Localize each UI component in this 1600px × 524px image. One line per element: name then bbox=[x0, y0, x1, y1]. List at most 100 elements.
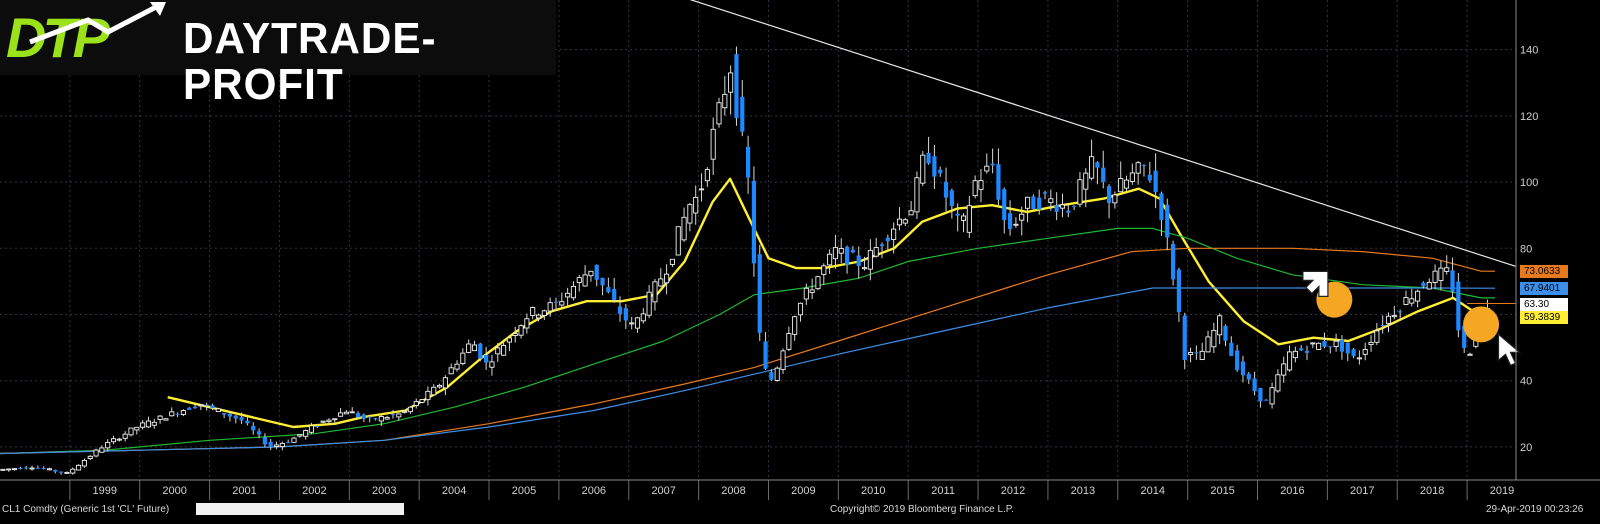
candle-body bbox=[227, 413, 233, 417]
candle-body bbox=[990, 163, 995, 166]
x-tick-label: 2019 bbox=[1490, 485, 1514, 497]
candle-body bbox=[698, 188, 705, 191]
candle-body bbox=[1310, 342, 1316, 345]
x-tick-label: 1999 bbox=[93, 485, 117, 497]
candle-body bbox=[1013, 223, 1019, 226]
candle-body bbox=[128, 427, 134, 436]
candle-body bbox=[1339, 339, 1345, 352]
candle-body bbox=[134, 426, 140, 431]
candle-body bbox=[180, 410, 186, 415]
candle-body bbox=[891, 228, 897, 240]
candle-body bbox=[1368, 341, 1374, 345]
candle-body bbox=[29, 467, 35, 470]
candle-body bbox=[769, 372, 774, 380]
candles bbox=[0, 46, 1491, 475]
candle-body bbox=[1106, 186, 1112, 203]
candle-body bbox=[541, 310, 547, 316]
candle-body bbox=[1199, 350, 1205, 361]
candle-body bbox=[1223, 326, 1228, 341]
x-tick-label: 2012 bbox=[1001, 485, 1025, 497]
candle-body bbox=[1072, 205, 1077, 207]
candle-body bbox=[251, 425, 256, 431]
candle-body bbox=[634, 317, 641, 329]
candle-body bbox=[349, 411, 355, 414]
candle-body bbox=[315, 426, 320, 428]
candle-body bbox=[972, 180, 978, 197]
candle-body bbox=[1275, 374, 1281, 392]
candle-body bbox=[681, 216, 687, 241]
candle-body bbox=[151, 421, 157, 426]
x-tick-label: 2005 bbox=[512, 485, 536, 497]
candle-body bbox=[518, 325, 524, 336]
candle-body bbox=[442, 377, 448, 389]
candle-body bbox=[780, 350, 786, 370]
candle-body bbox=[646, 291, 652, 316]
candle-body bbox=[687, 204, 693, 224]
trendline-layer bbox=[689, 0, 1517, 305]
x-tick-label: 2000 bbox=[162, 485, 186, 497]
candle-body bbox=[1135, 162, 1141, 174]
candle-body bbox=[233, 415, 238, 419]
candle-body bbox=[1456, 281, 1461, 331]
candle-body bbox=[76, 464, 82, 471]
candle-body bbox=[70, 468, 76, 474]
candle-body bbox=[612, 288, 617, 301]
candle-body bbox=[669, 258, 675, 265]
candle-body bbox=[506, 337, 512, 343]
candle-body bbox=[338, 412, 344, 417]
y-tick-label: 40 bbox=[1520, 376, 1532, 388]
candle-body bbox=[1432, 270, 1438, 283]
candle-body bbox=[838, 248, 844, 254]
candle-body bbox=[59, 471, 64, 473]
candle-body bbox=[425, 390, 431, 401]
candle-body bbox=[774, 367, 780, 381]
candle-body bbox=[1188, 352, 1194, 355]
x-tick-label: 2014 bbox=[1140, 485, 1164, 497]
candle-body bbox=[1281, 363, 1287, 376]
candle-body bbox=[192, 406, 198, 409]
candle-body bbox=[343, 411, 349, 415]
cursor-arrow-icon bbox=[1497, 332, 1522, 367]
candle-body bbox=[1205, 336, 1211, 353]
moving-average-line bbox=[0, 227, 1495, 455]
candle-body bbox=[932, 156, 937, 177]
candle-body bbox=[239, 417, 244, 421]
candle-body bbox=[751, 180, 757, 264]
candle-body bbox=[856, 255, 861, 266]
candle-body bbox=[373, 418, 378, 420]
x-tick-label: 2002 bbox=[302, 485, 326, 497]
candle-body bbox=[524, 318, 530, 329]
candle-body bbox=[1286, 351, 1293, 371]
candle-body bbox=[303, 430, 309, 437]
moving-average-line bbox=[0, 287, 1495, 455]
candle-body bbox=[600, 277, 605, 286]
candle-body bbox=[629, 322, 635, 325]
candle-body bbox=[215, 408, 221, 413]
candle-body bbox=[809, 289, 815, 293]
candle-body bbox=[1316, 342, 1322, 350]
candle-body bbox=[1292, 350, 1298, 359]
y-tick-label: 120 bbox=[1520, 111, 1538, 123]
candle-body bbox=[222, 413, 227, 415]
candle-body bbox=[1333, 340, 1339, 348]
candle-body bbox=[6, 468, 12, 471]
candle-body bbox=[1345, 342, 1350, 354]
candle-body bbox=[1083, 172, 1089, 190]
candle-body bbox=[588, 270, 594, 277]
candle-body bbox=[722, 93, 728, 109]
candle-body bbox=[35, 467, 40, 469]
candle-body bbox=[902, 219, 908, 224]
candle-body bbox=[99, 447, 105, 453]
candle-body bbox=[1322, 341, 1327, 347]
candle-body bbox=[844, 246, 850, 265]
price-badge: 67.9401 bbox=[1520, 282, 1568, 296]
candle-body bbox=[1391, 315, 1397, 318]
brand-name: DAYTRADE-PROFIT bbox=[183, 14, 437, 109]
x-tick-label: 2016 bbox=[1280, 485, 1304, 497]
candle-body bbox=[815, 276, 821, 290]
moving-average-line bbox=[0, 247, 1495, 455]
candle-body bbox=[658, 278, 664, 287]
candle-body bbox=[1211, 329, 1217, 348]
y-tick-label: 80 bbox=[1520, 243, 1532, 255]
candle-body bbox=[460, 352, 466, 364]
